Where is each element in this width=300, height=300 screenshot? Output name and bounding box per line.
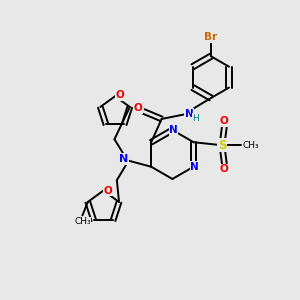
Text: O: O [103,186,112,196]
Text: S: S [218,139,226,152]
Text: O: O [220,116,229,126]
Text: N: N [169,125,178,135]
Text: O: O [134,103,143,113]
Text: CH₃: CH₃ [74,218,91,226]
Text: N: N [119,154,129,164]
Text: O: O [115,90,124,100]
Text: O: O [220,164,229,174]
Text: CH₃: CH₃ [242,141,259,150]
Text: N: N [185,109,194,118]
Text: H: H [192,114,199,123]
Text: N: N [190,162,199,172]
Text: Br: Br [204,32,218,42]
